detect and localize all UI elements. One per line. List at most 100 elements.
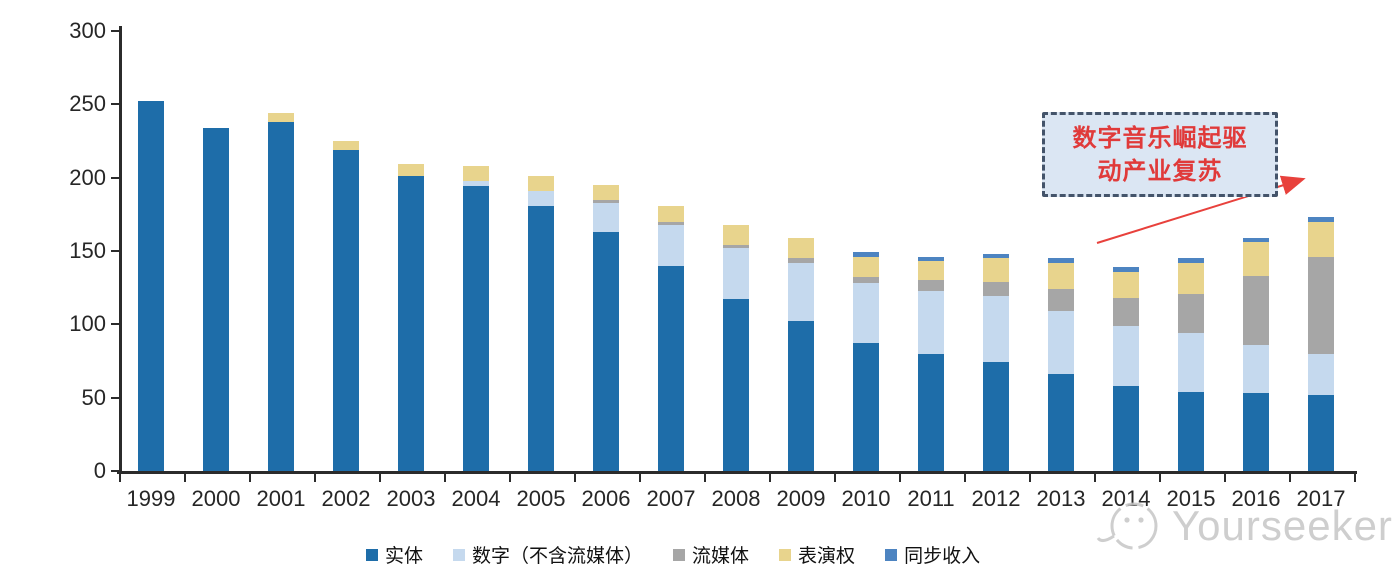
x-tick-label: 2008 bbox=[711, 486, 761, 511]
bar-segment-2013 bbox=[1048, 262, 1074, 290]
bar-segment-2017 bbox=[1308, 256, 1334, 354]
bar-segment-2013 bbox=[1048, 311, 1074, 375]
bar-segment-2005 bbox=[528, 190, 554, 206]
bar-segment-2013 bbox=[1048, 289, 1074, 312]
x-tick-mark bbox=[703, 473, 706, 482]
bar-segment-2005 bbox=[528, 176, 554, 191]
bar-segment-2011 bbox=[918, 290, 944, 354]
x-tick-label: 2004 bbox=[451, 486, 501, 511]
y-tick-label: 50 bbox=[81, 384, 106, 410]
y-tick-label: 250 bbox=[69, 91, 106, 117]
bar-segment-2008 bbox=[723, 224, 749, 246]
bar-segment-2007 bbox=[658, 265, 684, 471]
annotation-text-line1: 数字音乐崛起驱 bbox=[1072, 123, 1248, 152]
y-tick-mark bbox=[111, 470, 120, 472]
bar-segment-2015 bbox=[1178, 333, 1204, 392]
x-tick-mark bbox=[1223, 473, 1226, 482]
bar-segment-2006 bbox=[593, 185, 619, 200]
y-axis-line bbox=[119, 26, 122, 474]
bar-segment-2012 bbox=[983, 296, 1009, 363]
legend-label: 实体 bbox=[385, 545, 424, 567]
bar-segment-2016 bbox=[1243, 242, 1269, 276]
bar-segment-2009 bbox=[788, 321, 814, 471]
bar-segment-2017 bbox=[1308, 221, 1334, 257]
annotation-box: 数字音乐崛起驱 动产业复苏 bbox=[1042, 112, 1278, 197]
x-tick-label: 2005 bbox=[516, 486, 566, 511]
legend-swatch-icon bbox=[885, 548, 898, 561]
x-tick-label: 2016 bbox=[1231, 486, 1281, 511]
bar-segment-2007 bbox=[658, 221, 684, 225]
legend-swatch-icon bbox=[366, 548, 378, 561]
y-tick-mark bbox=[111, 250, 120, 252]
y-tick-mark bbox=[111, 30, 120, 32]
x-tick-label: 2007 bbox=[646, 486, 696, 511]
bar-segment-2003 bbox=[398, 164, 424, 177]
bar-segment-2001 bbox=[268, 121, 294, 471]
bar-segment-2014 bbox=[1113, 271, 1139, 298]
bar-segment-2011 bbox=[918, 353, 944, 471]
bar-segment-2002 bbox=[333, 149, 359, 471]
y-tick-label: 200 bbox=[69, 164, 106, 190]
y-tick-mark bbox=[111, 176, 120, 179]
x-tick-label: 2011 bbox=[907, 486, 955, 511]
bar-segment-2004 bbox=[463, 180, 489, 187]
x-tick-label: 2009 bbox=[776, 486, 826, 511]
x-tick-mark bbox=[508, 473, 511, 482]
y-tick-label: 300 bbox=[69, 18, 106, 43]
bar-segment-2010 bbox=[853, 283, 879, 344]
bar-segment-2001 bbox=[268, 113, 294, 122]
legend-label: 同步收入 bbox=[904, 545, 981, 567]
y-tick-label: 150 bbox=[69, 238, 106, 263]
bar-segment-2002 bbox=[333, 141, 359, 150]
x-tick-mark bbox=[378, 473, 381, 482]
bar-segment-2017 bbox=[1308, 217, 1334, 222]
bar-segment-2006 bbox=[593, 199, 619, 203]
bar-segment-2012 bbox=[983, 362, 1009, 471]
x-tick-mark bbox=[833, 473, 836, 482]
x-tick-label: 2001 bbox=[256, 486, 306, 511]
y-tick-label: 0 bbox=[93, 458, 106, 483]
x-tick-label: 1999 bbox=[126, 486, 176, 511]
bar-segment-2017 bbox=[1308, 394, 1334, 471]
bar-segment-2010 bbox=[853, 277, 879, 284]
legend-label: 数字（不含流媒体） bbox=[472, 545, 644, 567]
legend-item: 实体 bbox=[366, 541, 423, 568]
bar-segment-2010 bbox=[853, 256, 879, 278]
legend-item: 数字（不含流媒体） bbox=[453, 541, 643, 568]
bar-segment-2009 bbox=[788, 237, 814, 259]
legend-item: 表演权 bbox=[779, 541, 855, 568]
bar-segment-2003 bbox=[398, 176, 424, 471]
bar-segment-2014 bbox=[1113, 385, 1139, 471]
x-tick-mark bbox=[768, 473, 771, 482]
x-tick-label: 2014 bbox=[1101, 486, 1151, 511]
legend-label: 流媒体 bbox=[692, 545, 750, 567]
bar-segment-2008 bbox=[723, 248, 749, 300]
x-tick-mark bbox=[573, 473, 576, 482]
bar-segment-2007 bbox=[658, 205, 684, 222]
y-tick-mark bbox=[111, 323, 120, 326]
bar-segment-2014 bbox=[1113, 267, 1139, 272]
bar-segment-2015 bbox=[1178, 262, 1204, 294]
x-tick-mark bbox=[1353, 473, 1356, 482]
bar-segment-2016 bbox=[1243, 344, 1269, 394]
bar-segment-2004 bbox=[463, 186, 489, 471]
bar-segment-2017 bbox=[1308, 353, 1334, 395]
x-tick-label: 2006 bbox=[581, 486, 631, 511]
legend-swatch-icon bbox=[673, 548, 686, 561]
x-tick-label: 2010 bbox=[841, 486, 891, 511]
bar-segment-2010 bbox=[853, 252, 879, 257]
bar-segment-2011 bbox=[918, 280, 944, 291]
x-tick-mark bbox=[1158, 473, 1161, 482]
x-tick-label: 2000 bbox=[191, 486, 241, 511]
x-tick-label: 2015 bbox=[1166, 486, 1216, 511]
x-tick-mark bbox=[443, 473, 446, 482]
legend-swatch-icon bbox=[779, 548, 792, 561]
y-tick-mark bbox=[111, 103, 120, 106]
bar-segment-2010 bbox=[853, 343, 879, 471]
bar-segment-2008 bbox=[723, 245, 749, 249]
bar-segment-2000 bbox=[203, 127, 229, 471]
bar-segment-2015 bbox=[1178, 293, 1204, 334]
bar-segment-1999 bbox=[138, 101, 164, 471]
bar-segment-2015 bbox=[1178, 258, 1204, 263]
x-tick-label: 2002 bbox=[321, 486, 371, 511]
